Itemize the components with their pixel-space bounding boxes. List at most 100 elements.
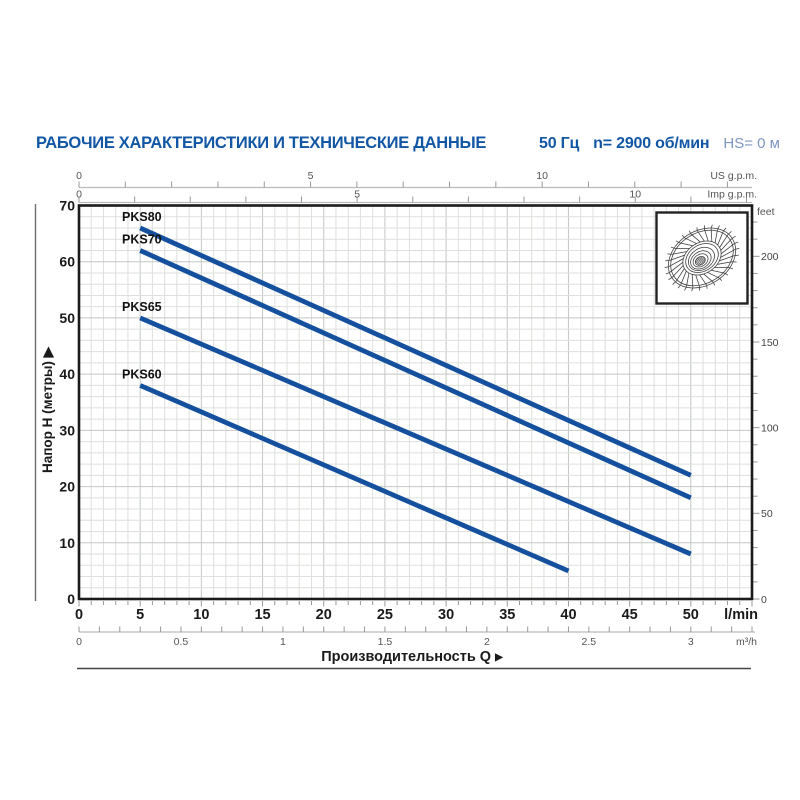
feet-tick-label: 200 <box>761 251 779 263</box>
lmin-unit-label: l/min <box>724 607 758 623</box>
lmin-tick-label: 35 <box>499 607 515 623</box>
impeller-tooth <box>688 230 691 234</box>
imp-gpm-axis-unit-label: Imp g.p.m. <box>707 189 757 201</box>
impeller-tooth <box>733 261 737 263</box>
impeller-tooth <box>719 278 723 281</box>
page-header: РАБОЧИЕ ХАРАКТЕРИСТИКИ И ТЕХНИЧЕСКИЕ ДАН… <box>36 134 780 153</box>
impeller-tooth <box>710 224 713 229</box>
y-tick-label: 70 <box>59 198 75 214</box>
suction-head-label: HS= 0 м <box>723 135 780 152</box>
impeller-tooth <box>667 253 671 255</box>
impeller-tooth <box>723 227 727 232</box>
impeller-tooth <box>691 287 694 292</box>
m3h-tick-label: 1.5 <box>378 636 393 648</box>
impeller-tooth <box>717 225 720 230</box>
curve-PKS60 <box>139 383 570 574</box>
impeller-tooth <box>664 266 669 269</box>
impeller-blade <box>699 274 707 286</box>
impeller-blade <box>714 267 730 269</box>
y-tick-label: 30 <box>59 422 75 438</box>
impeller-ellipse <box>670 229 734 287</box>
imp-gpm-axis-tick-label: 5 <box>354 189 360 201</box>
curve-label-PKS60: PKS60 <box>122 367 162 381</box>
impeller-tooth <box>665 272 670 275</box>
impeller-blade <box>686 272 690 287</box>
impeller-tooth <box>735 247 740 250</box>
curve-PKS65 <box>139 315 692 557</box>
grid <box>79 205 752 599</box>
impeller-tooth <box>684 286 687 291</box>
feet-tick-label: 100 <box>761 422 779 434</box>
curve-PKS80 <box>139 225 692 478</box>
curves <box>139 225 692 574</box>
m3h-tick-label: 2 <box>484 636 490 648</box>
lmin-tick-label: 50 <box>683 607 699 623</box>
lmin-tick-label: 10 <box>193 607 209 623</box>
speed-label: n= 2900 об/мин <box>593 135 710 152</box>
impeller-blade <box>720 243 735 255</box>
impeller-tooth <box>670 246 675 249</box>
frequency-label: 50 Гц <box>539 135 580 152</box>
feet-tick-label: 0 <box>761 594 767 606</box>
feet-tick-label: 150 <box>761 337 779 349</box>
impeller-ellipse <box>690 250 712 270</box>
impeller-blade <box>674 247 690 249</box>
impeller-blade <box>669 261 684 273</box>
impeller-tooth <box>699 287 701 291</box>
curve-label-PKS70: PKS70 <box>122 232 162 246</box>
curve-label-PKS80: PKS80 <box>122 210 162 224</box>
shaft-hatch <box>695 257 706 265</box>
y-tick-label: 50 <box>59 310 75 326</box>
impeller-blade <box>703 273 714 283</box>
impeller-tooth <box>706 285 708 289</box>
impeller-blade <box>690 233 701 243</box>
y-tick-label: 40 <box>59 366 75 382</box>
impeller-blade <box>680 270 687 285</box>
lmin-tick-label: 30 <box>438 607 454 623</box>
impeller-blade <box>668 258 684 267</box>
lmin-tick-label: 40 <box>560 607 576 623</box>
impeller-blade <box>678 242 693 247</box>
m3h-tick-label: 0.5 <box>174 636 189 648</box>
impeller-tooth <box>696 227 698 231</box>
curve-label-PKS65: PKS65 <box>122 300 162 314</box>
impeller-blade <box>691 274 694 288</box>
impeller-blade <box>714 229 718 244</box>
impeller-blade <box>671 265 684 278</box>
impeller-blade <box>671 251 687 255</box>
lmin-tick-label: 25 <box>377 607 393 623</box>
impeller-blade <box>697 230 705 242</box>
m3h-tick-label: 3 <box>688 636 694 648</box>
lmin-tick-label: 45 <box>622 607 638 623</box>
m3h-tick-label: 1 <box>280 636 286 648</box>
impeller-tooth <box>729 267 734 270</box>
m3h-tick-label: 0 <box>76 636 82 648</box>
impeller-blade <box>710 228 713 242</box>
impeller-tooth <box>668 277 673 281</box>
x-axis-title: Производительность Q ▶ <box>321 649 504 665</box>
us-gpm-axis-unit-label: US g.p.m. <box>710 170 757 182</box>
lmin-tick-label: 5 <box>136 607 144 623</box>
m3h-tick-label: 2.5 <box>582 636 597 648</box>
impeller-blade <box>684 237 697 244</box>
lmin-tick-label: 20 <box>316 607 332 623</box>
impeller-blade <box>719 234 729 248</box>
impeller-tooth <box>681 235 685 238</box>
curve-PKS70 <box>139 248 692 500</box>
impeller-ellipse <box>668 227 736 289</box>
us-gpm-axis-tick-label: 5 <box>308 170 314 182</box>
y-axis-title: Напор H (метры) ▶ <box>40 345 55 473</box>
impeller-icon <box>664 224 740 292</box>
impeller-blade <box>720 238 733 251</box>
impeller-blade <box>717 231 724 246</box>
x-axis-arrow-icon: ▶ <box>494 652 504 663</box>
us-gpm-axis-tick-label: 10 <box>536 170 548 182</box>
impeller-tooth <box>735 254 739 256</box>
impeller-blade <box>703 228 709 242</box>
header-specs: 50 Гц n= 2900 об/мин HS= 0 м <box>539 135 780 153</box>
impeller-blade <box>695 274 701 288</box>
feet-tick-label: 50 <box>761 508 773 520</box>
impeller-ellipse <box>685 243 719 273</box>
impeller-tooth <box>672 281 676 285</box>
